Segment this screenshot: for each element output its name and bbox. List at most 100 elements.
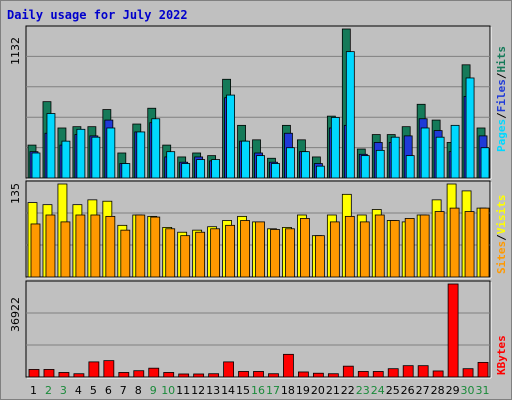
day-label: 1: [30, 384, 37, 397]
y-max-label-kbytes: 36922: [9, 297, 22, 332]
kbytes-bar: [312, 372, 324, 378]
sites-bar: [389, 220, 400, 278]
day-label: 11: [176, 384, 190, 397]
kbytes-bar: [253, 371, 264, 378]
kbytes-bar: [118, 372, 130, 378]
pages-bar: [450, 124, 460, 179]
legend-hits: Hits: [495, 46, 508, 73]
day-label: 30: [461, 384, 475, 397]
pages-bar: [360, 155, 370, 179]
sites-bar: [449, 207, 460, 278]
day-label: 8: [135, 384, 142, 397]
day-label: 6: [105, 384, 112, 397]
pages-bar: [121, 163, 131, 179]
kbytes-bar: [238, 371, 249, 378]
y-max-label-visits: 135: [9, 183, 22, 204]
pages-bar: [91, 136, 101, 179]
pages-bar: [166, 151, 176, 179]
pages-bar: [435, 136, 445, 179]
sites-bar: [165, 228, 176, 278]
sites-bar: [120, 229, 131, 278]
day-label: 18: [281, 384, 295, 397]
kbytes-bar: [432, 370, 444, 378]
pages-bar: [345, 51, 355, 179]
day-label: 26: [401, 384, 415, 397]
pages-bar: [420, 127, 430, 179]
day-label: 15: [236, 384, 250, 397]
sites-bar: [419, 214, 430, 278]
pages-bar: [181, 163, 191, 179]
sites-bar: [240, 220, 250, 278]
sites-bar: [464, 211, 475, 278]
sites-bar: [30, 223, 41, 278]
day-label: 5: [90, 384, 97, 397]
kbytes-bar: [447, 283, 459, 378]
legend-separator: /: [495, 72, 508, 79]
sites-bar: [314, 235, 325, 278]
kbytes-bar: [28, 369, 40, 378]
sites-bar: [195, 231, 206, 278]
kbytes-bar: [298, 371, 309, 378]
day-label: 17: [266, 384, 280, 397]
pages-bar: [196, 159, 206, 179]
pages-bar: [31, 152, 41, 179]
sites-bar: [60, 221, 71, 278]
legend-separator: /: [495, 112, 508, 119]
legend-pages: Pages: [495, 119, 508, 152]
kbytes-bar: [133, 370, 145, 378]
legend-middle: Sites/Visits: [495, 195, 508, 275]
day-label: 4: [75, 384, 82, 397]
day-label: 27: [416, 384, 430, 397]
kbytes-bar: [268, 373, 279, 378]
pages-bar: [330, 117, 340, 179]
sites-bar: [225, 224, 235, 278]
pages-bar: [375, 149, 385, 179]
kbytes-bar: [372, 371, 384, 378]
kbytes-bar: [342, 365, 354, 378]
sites-bar: [359, 221, 370, 278]
day-label: 28: [431, 384, 445, 397]
sites-bar: [285, 228, 295, 278]
kbytes-bar: [357, 371, 369, 378]
legend-sites: Sites: [495, 241, 508, 274]
page-title: Daily usage for July 2022: [7, 8, 188, 22]
day-label: 24: [371, 384, 385, 397]
sites-bar: [344, 215, 355, 278]
pages-bar: [211, 159, 221, 179]
pages-bar: [241, 140, 250, 179]
sites-bar: [434, 211, 445, 278]
kbytes-bar: [193, 373, 205, 378]
legend-separator: /: [495, 234, 508, 241]
kbytes-bar: [283, 353, 294, 378]
day-label: 19: [296, 384, 310, 397]
kbytes-bar: [163, 372, 175, 378]
kbytes-bar: [88, 361, 100, 378]
day-label: 12: [191, 384, 205, 397]
sites-bar: [45, 214, 56, 278]
pages-bar: [256, 155, 265, 179]
pages-bar: [286, 147, 295, 179]
kbytes-bar: [462, 368, 474, 378]
day-label: 25: [386, 384, 400, 397]
kbytes-bar: [387, 368, 399, 378]
legend-visits: Visits: [495, 195, 508, 235]
day-label: 20: [311, 384, 325, 397]
kbytes-bar: [477, 361, 489, 378]
pages-bar: [315, 165, 325, 179]
sites-bar: [270, 229, 280, 278]
pages-bar: [301, 151, 310, 179]
kbytes-bar: [223, 361, 234, 378]
pages-bar: [106, 127, 116, 179]
kbytes-bar: [43, 369, 55, 378]
day-label: 16: [251, 384, 265, 397]
sites-bar: [404, 218, 415, 278]
kbytes-bar: [148, 367, 160, 378]
day-label: 7: [120, 384, 127, 397]
pages-bar: [136, 131, 146, 179]
kbytes-bar: [58, 372, 70, 378]
day-label: 29: [446, 384, 460, 397]
pages-bar: [271, 163, 280, 179]
day-label: 13: [206, 384, 220, 397]
